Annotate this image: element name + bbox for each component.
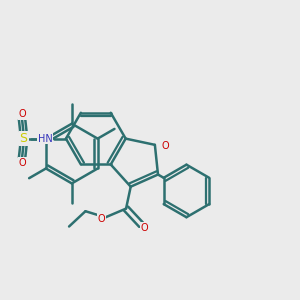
Text: O: O: [98, 214, 105, 224]
Text: O: O: [141, 223, 148, 233]
Text: O: O: [18, 109, 26, 119]
Text: O: O: [18, 158, 26, 168]
Text: O: O: [162, 141, 169, 151]
Text: HN: HN: [38, 134, 52, 144]
Text: S: S: [20, 132, 28, 145]
